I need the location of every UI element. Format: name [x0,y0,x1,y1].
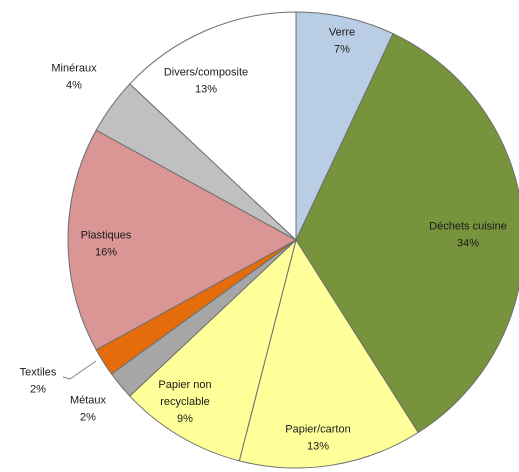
pie-slices [67,11,519,469]
label-divers-composite: Divers/composite 13% [164,67,248,96]
label-metaux: Métaux 2% [70,395,107,424]
label-papier-carton: Papier/carton 13% [285,424,350,453]
leader-line-textiles [62,360,97,380]
label-papier-non-recyclable: Papier non recyclable 9% [158,379,211,425]
slice-papier-carton [238,238,419,469]
label-textiles: Textiles 2% [20,367,57,396]
label-dechets-cuisine: Déchets cuisine 34% [429,221,507,250]
slice-papier-non-recyclable [129,238,297,462]
label-verre: Verre 7% [329,27,355,56]
slice-dechets-cuisine [295,33,519,434]
label-plastiques: Plastiques 16% [81,230,132,259]
label-mineraux: Minéraux 4% [51,63,97,92]
slice-divers-composite [129,11,297,242]
slice-plastiques [67,129,298,351]
pie-labels: Verre 7% Déchets cuisine 34% Papier/carton 13… [20,27,507,453]
